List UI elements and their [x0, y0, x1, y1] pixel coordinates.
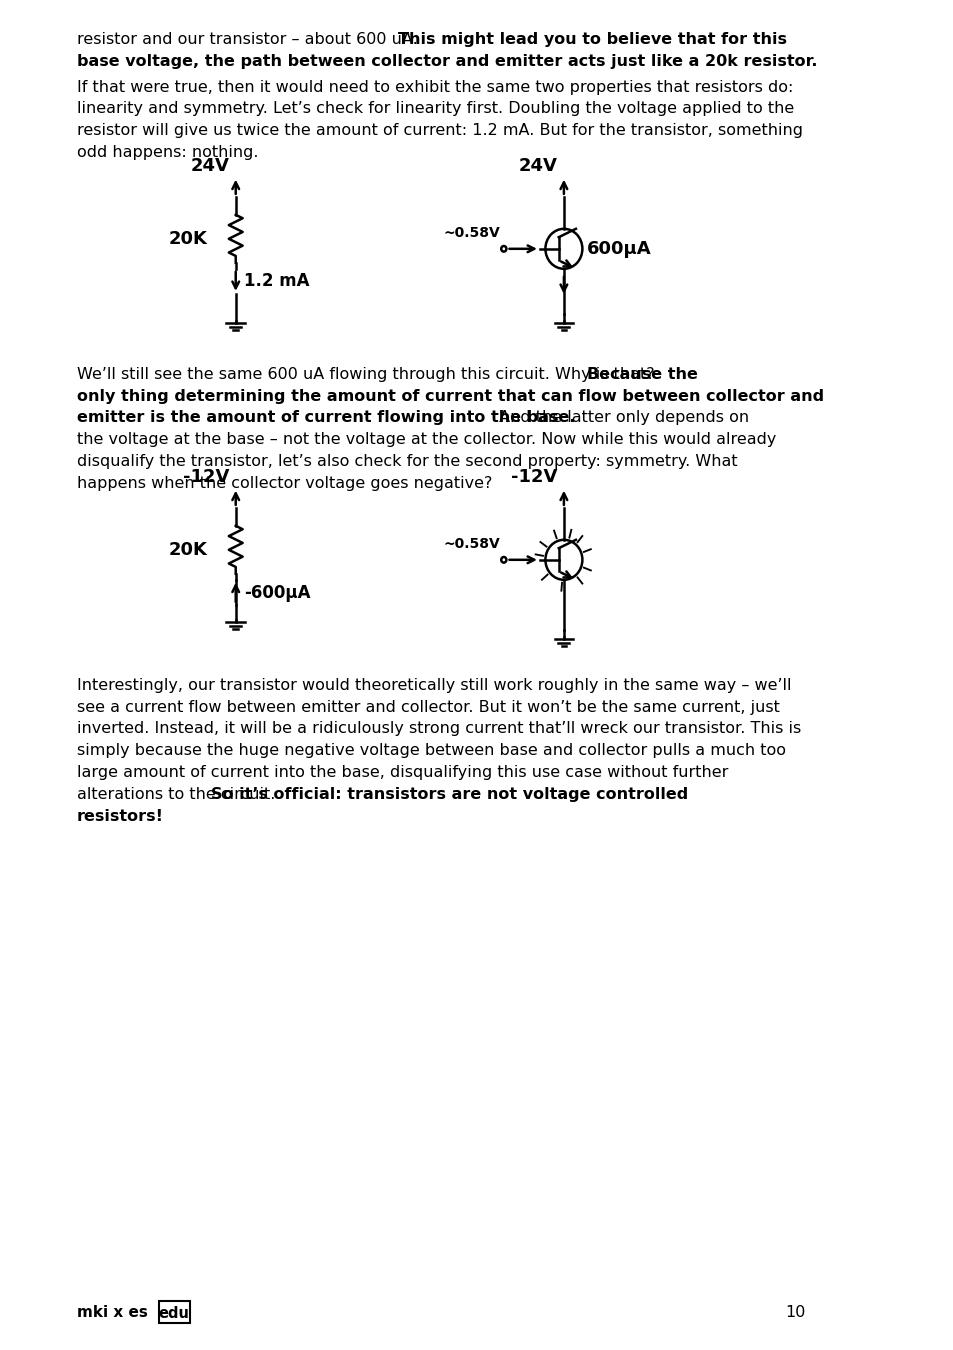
Text: 10: 10	[784, 1305, 804, 1320]
Text: inverted. Instead, it will be a ridiculously strong current that’ll wreck our tr: inverted. Instead, it will be a ridiculo…	[76, 721, 801, 736]
Text: resistor will give us twice the amount of current: 1.2 mA. But for the transisto: resistor will give us twice the amount o…	[76, 123, 801, 138]
Text: 24V: 24V	[518, 157, 557, 174]
Text: 600μA: 600μA	[586, 240, 651, 258]
Text: Because the: Because the	[586, 367, 698, 382]
Text: 1.2 mA: 1.2 mA	[244, 271, 309, 290]
Text: This might lead you to believe that for this: This might lead you to believe that for …	[398, 32, 786, 47]
Text: resistors!: resistors!	[76, 809, 164, 824]
Text: alterations to the circuit.: alterations to the circuit.	[76, 787, 280, 802]
Text: 24V: 24V	[191, 157, 229, 174]
Text: 20K: 20K	[169, 541, 208, 559]
Text: linearity and symmetry. Let’s check for linearity first. Doubling the voltage ap: linearity and symmetry. Let’s check for …	[76, 101, 793, 116]
FancyBboxPatch shape	[158, 1301, 190, 1323]
Text: only thing determining the amount of current that can flow between collector and: only thing determining the amount of cur…	[76, 389, 823, 404]
Text: And the latter only depends on: And the latter only depends on	[493, 410, 748, 425]
Text: odd happens: nothing.: odd happens: nothing.	[76, 144, 258, 161]
Text: -600μA: -600μA	[244, 583, 311, 602]
Text: emitter is the amount of current flowing into the base.: emitter is the amount of current flowing…	[76, 410, 575, 425]
Text: happens when the collector voltage goes negative?: happens when the collector voltage goes …	[76, 475, 492, 491]
Text: ~0.58V: ~0.58V	[443, 537, 499, 551]
Text: 20K: 20K	[169, 230, 208, 248]
Text: large amount of current into the base, disqualifying this use case without furth: large amount of current into the base, d…	[76, 765, 727, 780]
Text: see a current flow between emitter and collector. But it won’t be the same curre: see a current flow between emitter and c…	[76, 699, 779, 714]
Text: -12V: -12V	[511, 468, 557, 486]
Text: -12V: -12V	[183, 468, 229, 486]
Text: the voltage at the base – not the voltage at the collector. Now while this would: the voltage at the base – not the voltag…	[76, 432, 776, 447]
Text: We’ll still see the same 600 uA flowing through this circuit. Why is that?: We’ll still see the same 600 uA flowing …	[76, 367, 659, 382]
Text: ~0.58V: ~0.58V	[443, 225, 499, 240]
Text: So it’s official: transistors are not voltage controlled: So it’s official: transistors are not vo…	[211, 787, 687, 802]
Text: If that were true, then it would need to exhibit the same two properties that re: If that were true, then it would need to…	[76, 80, 792, 94]
Text: disqualify the transistor, let’s also check for the second property: symmetry. W: disqualify the transistor, let’s also ch…	[76, 454, 737, 468]
Text: base voltage, the path between collector and emitter acts just like a 20k resist: base voltage, the path between collector…	[76, 54, 817, 69]
Text: Interestingly, our transistor would theoretically still work roughly in the same: Interestingly, our transistor would theo…	[76, 678, 790, 693]
Text: edu: edu	[158, 1305, 190, 1320]
Text: simply because the huge negative voltage between base and collector pulls a much: simply because the huge negative voltage…	[76, 744, 785, 759]
Text: resistor and our transistor – about 600 uA.: resistor and our transistor – about 600 …	[76, 32, 422, 47]
Text: mki x es: mki x es	[76, 1305, 148, 1320]
